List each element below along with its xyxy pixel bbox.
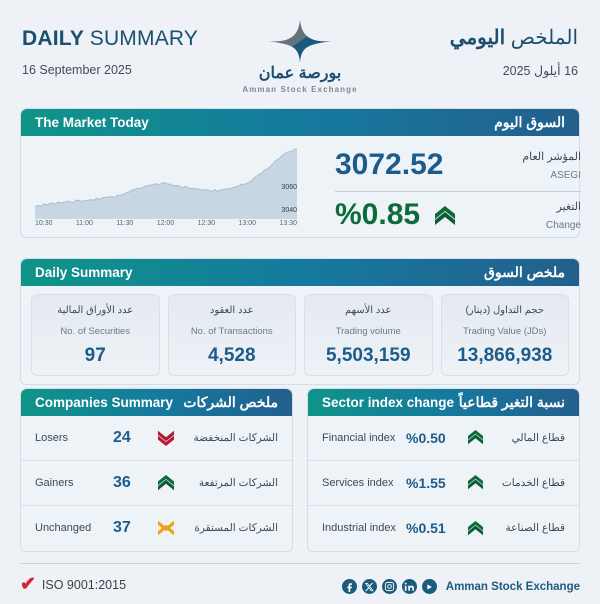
svg-text:3040: 3040	[281, 207, 297, 214]
svg-text:3060: 3060	[281, 184, 297, 191]
